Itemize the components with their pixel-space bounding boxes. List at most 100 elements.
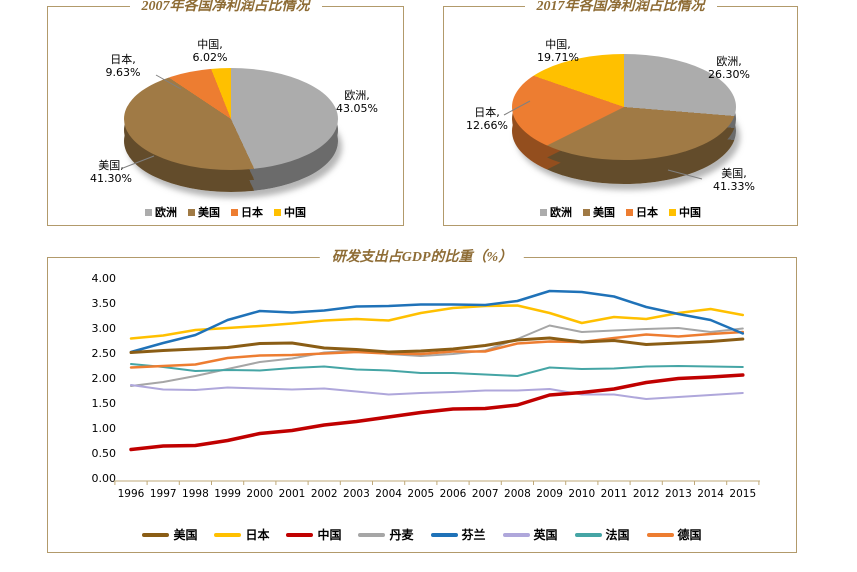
svg-text:1997: 1997 [150,488,177,500]
pie-slice-label-usa: 美国, 41.33% [713,167,755,193]
legend-label: 美国 [173,528,198,542]
legend-label: 中国 [284,206,306,219]
legend-swatch-usa [188,208,195,216]
legend-line-swatch [142,532,170,537]
legend-item-china: 中国 [669,204,701,220]
pie-slice-label-usa: 美国, 41.30% [90,159,132,185]
legend-label: 中国 [679,206,701,219]
legend-label: 丹麦 [389,528,414,542]
svg-text:3.00: 3.00 [92,322,117,335]
legend-item-japan: 日本 [626,204,658,220]
legend-swatch-europe [145,208,152,216]
svg-text:2002: 2002 [311,488,338,500]
svg-text:2014: 2014 [697,488,724,500]
legend-item-finland: 芬兰 [430,526,486,543]
svg-text:2001: 2001 [279,488,306,500]
legend-label: 日本 [636,206,658,219]
svg-text:1996: 1996 [118,488,145,500]
svg-text:0.00: 0.00 [92,472,117,485]
svg-text:2003: 2003 [343,488,370,500]
svg-text:1998: 1998 [182,488,209,500]
pie-2007-title: 2007年各国净利润占比情况 [129,0,322,16]
legend-swatch-japan [231,208,238,216]
line-chart-legend: 美国 日本 中国 丹麦 芬兰 英国 [48,526,796,543]
pie-top-layer [124,68,338,170]
pie-slice-label-europe: 欧洲, 26.30% [708,55,750,81]
legend-line-swatch [286,532,314,537]
legend-item-usa: 美国 [583,204,615,220]
legend-item-japan: 日本 [214,526,269,543]
pie-2017-legend: 欧洲 美国 日本 中国 [444,204,797,220]
svg-text:2010: 2010 [568,488,595,500]
legend-label: 日本 [241,206,263,219]
svg-text:1999: 1999 [214,488,241,500]
legend-line-swatch [430,532,458,537]
legend-label: 欧洲 [550,206,572,219]
legend-label: 芬兰 [461,528,486,542]
pie-slice-label-china: 中国, 19.71% [537,38,579,64]
svg-text:2008: 2008 [504,488,531,500]
pie-chart-2017 [512,54,736,184]
pie-2017-title: 2017年各国净利润占比情况 [524,0,717,16]
line-chart-panel: 研发支出占GDP的比重（%） 0.00 0.50 1.00 1.50 2.00 2.50 3… [47,248,797,553]
svg-text:2009: 2009 [536,488,563,500]
svg-text:2004: 2004 [375,488,402,500]
svg-text:1.50: 1.50 [92,397,117,410]
legend-item-germany: 德国 [646,526,702,543]
legend-label: 法国 [605,528,630,542]
legend-label: 德国 [677,528,702,542]
legend-label: 欧洲 [155,206,177,219]
pie-chart-2017-panel: 2017年各国净利润占比情况 中国, 19.71% 欧洲, 26.30% 日本,… [443,0,798,226]
legend-line-swatch [574,532,602,537]
legend-swatch-europe [540,208,547,216]
line-chart-svg: 0.00 0.50 1.00 1.50 2.00 2.50 3.00 3.50 4.00 1996… [92,273,760,500]
legend-item-usa: 美国 [188,204,220,220]
legend-item-france: 法国 [574,526,630,543]
legend-line-swatch [502,532,530,537]
legend-line-swatch [646,532,674,537]
legend-label: 美国 [198,206,220,219]
pie-chart-2007 [124,68,338,192]
svg-text:2006: 2006 [440,488,467,500]
svg-text:2007: 2007 [472,488,499,500]
svg-text:2000: 2000 [246,488,273,500]
pie-slice-label-japan: 日本, 9.63% [105,53,141,79]
legend-swatch-china [669,208,676,216]
pie-slice-label-china: 中国, 6.02% [192,38,228,64]
legend-line-swatch [214,532,242,537]
legend-label: 英国 [533,528,558,542]
pie-top-layer [512,54,736,160]
svg-text:2005: 2005 [407,488,434,500]
legend-label: 美国 [593,206,615,219]
legend-item-europe: 欧洲 [540,204,572,220]
legend-swatch-china [274,208,281,216]
legend-label: 中国 [317,528,342,542]
pie-slice-label-japan: 日本, 12.66% [466,106,508,132]
legend-item-japan: 日本 [231,204,263,220]
legend-item-uk: 英国 [502,526,558,543]
line-chart-title: 研发支出占GDP的比重（%） [319,248,525,267]
svg-text:2015: 2015 [729,488,756,500]
legend-line-swatch [358,532,386,537]
legend-item-usa: 美国 [142,526,197,543]
legend-label: 日本 [245,528,270,542]
svg-text:4.00: 4.00 [92,273,117,285]
svg-text:2013: 2013 [665,488,692,500]
pie-slice-label-europe: 欧洲, 43.05% [336,89,378,115]
svg-text:0.50: 0.50 [92,447,117,460]
svg-text:2.50: 2.50 [92,347,117,360]
legend-swatch-usa [583,208,590,216]
legend-item-europe: 欧洲 [145,204,177,220]
legend-item-china: 中国 [286,526,341,543]
pie-chart-2007-panel: 2007年各国净利润占比情况 中国, 6.02% 日本, 9.63% 欧洲, 4… [47,0,404,226]
svg-text:2011: 2011 [601,488,628,500]
svg-text:3.50: 3.50 [92,297,117,310]
svg-text:2.00: 2.00 [92,372,117,385]
svg-text:1.00: 1.00 [92,422,117,435]
legend-swatch-japan [626,208,633,216]
svg-text:2012: 2012 [633,488,660,500]
pie-2007-legend: 欧洲 美国 日本 中国 [48,204,403,220]
legend-item-china: 中国 [274,204,306,220]
legend-item-denmark: 丹麦 [358,526,414,543]
